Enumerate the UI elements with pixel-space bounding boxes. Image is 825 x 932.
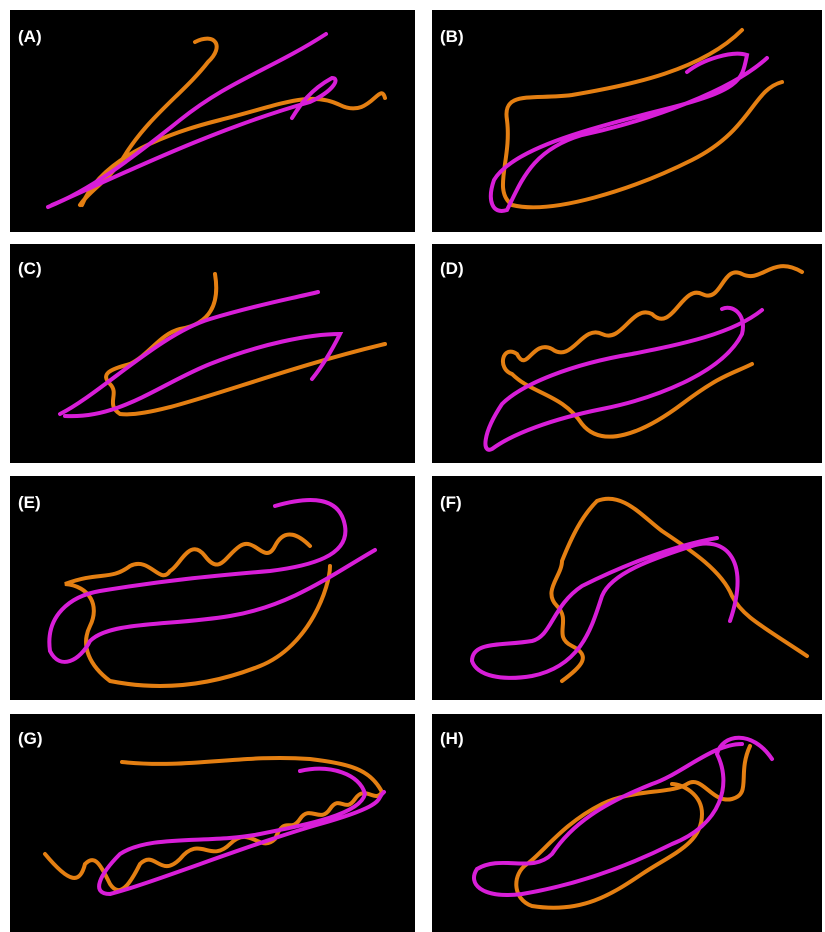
panel-label: (G) xyxy=(18,729,43,748)
panel: (C) xyxy=(10,244,415,463)
panel-label: (C) xyxy=(18,259,42,278)
panel: (A) xyxy=(10,10,415,232)
panel-bg xyxy=(10,476,415,700)
panel-bg xyxy=(432,476,822,700)
panel-label: (B) xyxy=(440,27,464,46)
panel: (H) xyxy=(432,714,822,932)
panel-label: (A) xyxy=(18,27,42,46)
panel: (B) xyxy=(432,10,822,232)
panel-label: (F) xyxy=(440,493,462,512)
panel: (D) xyxy=(432,244,822,463)
panel: (F) xyxy=(432,476,822,700)
panel-bg xyxy=(10,714,415,932)
panel: (G) xyxy=(10,714,415,932)
figure: (A) (B) (C) (D) (E) (F) (G) xyxy=(0,0,825,932)
panel-label: (E) xyxy=(18,493,41,512)
panel-label: (H) xyxy=(440,729,464,748)
panel-label: (D) xyxy=(440,259,464,278)
panel: (E) xyxy=(10,476,415,700)
